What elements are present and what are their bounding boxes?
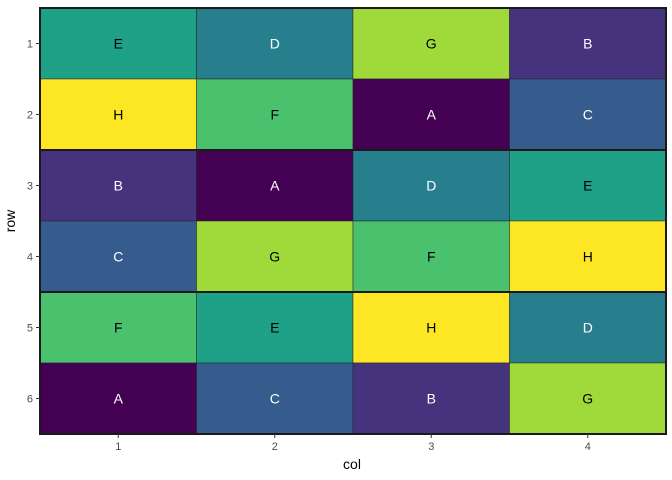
heatmap-cell — [352, 291, 510, 364]
y-tick-label: 4 — [27, 252, 33, 264]
x-tick-label: 3 — [428, 441, 434, 453]
block-borders — [39, 7, 667, 435]
heatmap-cell — [509, 220, 667, 293]
heatmap-cell — [352, 362, 510, 435]
heatmap-cell — [196, 220, 354, 293]
cell-label: G — [269, 249, 280, 265]
x-tick-label: 2 — [272, 441, 278, 453]
y-tick-label: 2 — [27, 110, 33, 122]
cell-label: G — [426, 36, 437, 52]
heatmap-cell — [39, 220, 197, 293]
heatmap-cell — [352, 78, 510, 151]
cell-label: D — [270, 36, 280, 52]
heatmap-cell — [196, 7, 354, 80]
x-axis-title: col — [343, 456, 361, 472]
heatmap-cell — [39, 362, 197, 435]
heatmap-cell — [196, 362, 354, 435]
cell-label: C — [113, 249, 123, 265]
cell-label: A — [270, 178, 280, 194]
heatmap-cells: E D G B H F A C B A D E C G F H F E H D A C B G — [39, 7, 667, 435]
heatmap-cell — [509, 291, 667, 364]
cell-label: E — [270, 320, 279, 336]
y-axis-title: row — [2, 209, 18, 232]
cell-label: H — [583, 249, 593, 265]
cell-label: H — [426, 320, 436, 336]
heatmap-cell — [509, 7, 667, 80]
cell-label: B — [114, 178, 123, 194]
cell-label: A — [114, 391, 124, 407]
cell-label: D — [426, 178, 436, 194]
heatmap-cell — [509, 78, 667, 151]
x-tick-label: 4 — [585, 441, 591, 453]
y-tick-label: 5 — [27, 323, 33, 335]
cell-label: B — [583, 36, 592, 52]
heatmap-cell — [196, 78, 354, 151]
cell-label: E — [114, 36, 123, 52]
y-tick-label: 6 — [27, 394, 33, 406]
heatmap-cell — [39, 78, 197, 151]
cell-label: A — [427, 107, 437, 123]
cell-label: C — [583, 107, 593, 123]
heatmap-cell — [352, 220, 510, 293]
heatmap-cell — [39, 291, 197, 364]
cell-label: D — [583, 320, 593, 336]
x-tick-label: 1 — [115, 441, 121, 453]
cell-label: C — [270, 391, 280, 407]
axes: 1 2 3 4 1 2 3 4 5 6 — [27, 39, 591, 454]
cell-label: B — [427, 391, 436, 407]
y-tick-label: 1 — [27, 39, 33, 51]
cell-label: E — [583, 178, 592, 194]
heatmap-cell — [196, 291, 354, 364]
y-tick-label: 3 — [27, 181, 33, 193]
block-border — [39, 291, 667, 435]
cell-label: G — [582, 391, 593, 407]
cell-label: F — [114, 320, 123, 336]
cell-label: F — [270, 107, 279, 123]
cell-label: F — [427, 249, 436, 265]
cell-label: H — [113, 107, 123, 123]
heatmap-cell — [39, 7, 197, 80]
heatmap-cell — [196, 149, 354, 222]
heatmap-cell — [509, 149, 667, 222]
